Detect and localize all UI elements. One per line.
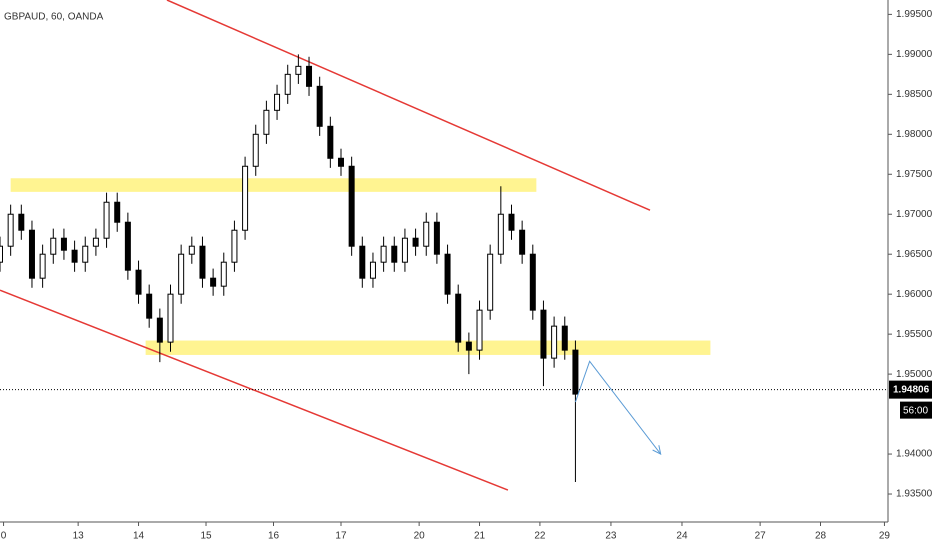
- zones: [10, 178, 711, 355]
- y-tick-label: 1.96000: [896, 289, 932, 300]
- y-tick-label: 1.99000: [896, 49, 932, 60]
- candle-body: [82, 245, 89, 263]
- candle-body: [391, 245, 398, 263]
- candle-body: [242, 165, 249, 231]
- x-tick-label: 0: [1, 531, 7, 542]
- x-tick-label: 29: [879, 531, 891, 542]
- candle-body: [412, 237, 419, 247]
- chart-title: GBPAUD, 60, OANDA: [4, 12, 104, 23]
- y-tick-label: 1.97500: [896, 169, 932, 180]
- candle-body: [39, 253, 46, 279]
- candle-body: [146, 293, 153, 319]
- candle-body: [529, 253, 536, 311]
- y-tick-label: 1.98000: [896, 129, 932, 140]
- candle-body: [497, 213, 504, 255]
- candle-body: [359, 245, 366, 279]
- candle-body: [476, 309, 483, 351]
- candle-body: [231, 229, 238, 263]
- countdown-label: 56:00: [903, 405, 928, 416]
- candle-body: [423, 221, 430, 247]
- support-resistance-zone: [10, 178, 537, 192]
- candle-body: [337, 157, 344, 167]
- candle-body: [540, 309, 547, 359]
- candle-body: [551, 325, 558, 359]
- candle-body: [28, 229, 35, 279]
- countdown-box: [900, 401, 932, 419]
- candle-body: [18, 213, 25, 231]
- x-tick-label: 27: [755, 531, 767, 542]
- x-tick-label: 28: [815, 531, 827, 542]
- candle-body: [465, 341, 472, 351]
- x-tick-label: 20: [414, 531, 426, 542]
- arrow-head: [652, 445, 662, 455]
- candle-body: [455, 293, 462, 343]
- y-tick-label: 1.96500: [896, 249, 932, 260]
- x-tick-label: 13: [73, 531, 85, 542]
- y-tick-label: 1.98500: [896, 89, 932, 100]
- candle-body: [0, 245, 3, 263]
- candle-body: [380, 245, 387, 263]
- candle-body: [103, 201, 110, 239]
- last-price-box: [889, 380, 932, 399]
- candle-body: [519, 229, 526, 255]
- candle-body: [561, 325, 568, 351]
- x-tick-label: 22: [534, 531, 546, 542]
- candle-body: [60, 237, 67, 251]
- candle-body: [50, 237, 57, 255]
- y-tick-label: 1.97000: [896, 209, 932, 220]
- candle-body: [252, 133, 259, 167]
- y-tick-label: 1.95000: [896, 369, 932, 380]
- trendline: [0, 289, 509, 491]
- candle-body: [327, 125, 334, 159]
- candle-body: [274, 93, 281, 111]
- candle-body: [572, 349, 579, 395]
- candle-body: [284, 73, 291, 95]
- candle-body: [92, 237, 99, 247]
- candle-body: [295, 65, 302, 75]
- candle-body: [178, 253, 185, 295]
- candle-body: [433, 221, 440, 255]
- candle-body: [199, 245, 206, 279]
- candle-body: [220, 261, 227, 287]
- candle-body: [188, 245, 195, 255]
- y-tick-label: 1.94000: [896, 449, 932, 460]
- candle-body: [401, 237, 408, 263]
- candle-body: [348, 165, 355, 247]
- x-tick-label: 21: [474, 531, 486, 542]
- candle-body: [7, 213, 14, 247]
- candle-body: [316, 85, 323, 127]
- candle-body: [263, 109, 270, 135]
- candle-body: [167, 293, 174, 343]
- y-tick-label: 1.99500: [896, 9, 932, 20]
- projection-arrow: [574, 360, 662, 455]
- y-tick-label: 1.95500: [896, 329, 932, 340]
- last-price-label: 1.94806: [893, 384, 930, 395]
- candle-body: [306, 65, 313, 87]
- x-tick-label: 23: [605, 531, 617, 542]
- trendline: [166, 0, 651, 211]
- x-tick-label: 14: [133, 531, 145, 542]
- support-resistance-zone: [145, 340, 711, 355]
- x-tick-label: 17: [335, 531, 347, 542]
- candle-body: [124, 221, 131, 271]
- x-tick-label: 16: [268, 531, 280, 542]
- candle-body: [487, 253, 494, 311]
- candle-body: [210, 277, 217, 287]
- candle-body: [444, 253, 451, 295]
- y-tick-label: 1.93500: [896, 489, 932, 500]
- x-tick-label: 24: [676, 531, 688, 542]
- candle-body: [135, 269, 142, 295]
- candle-body: [156, 317, 163, 343]
- candle-body: [369, 261, 376, 279]
- candle-body: [114, 201, 121, 223]
- x-tick-label: 15: [200, 531, 212, 542]
- candle-body: [71, 249, 78, 263]
- candle-body: [508, 213, 515, 231]
